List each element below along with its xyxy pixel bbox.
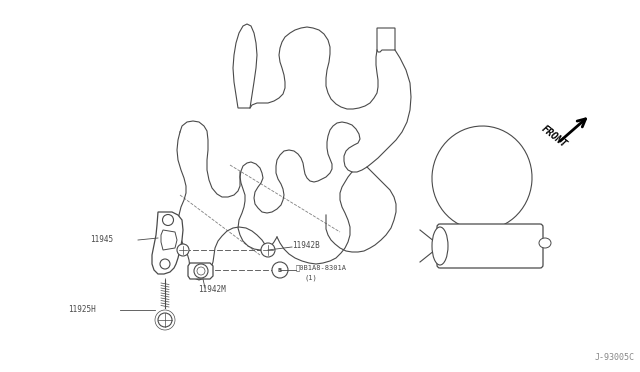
FancyBboxPatch shape xyxy=(437,224,543,268)
Ellipse shape xyxy=(432,227,448,265)
Text: 11925H: 11925H xyxy=(68,305,96,314)
Circle shape xyxy=(155,310,175,330)
Text: 11942B: 11942B xyxy=(292,241,320,250)
Circle shape xyxy=(194,264,208,278)
Circle shape xyxy=(158,313,172,327)
Circle shape xyxy=(261,243,275,257)
Text: 11945: 11945 xyxy=(90,235,113,244)
Text: (1): (1) xyxy=(305,275,317,281)
Text: FRONT: FRONT xyxy=(540,124,570,150)
Circle shape xyxy=(197,267,205,275)
Circle shape xyxy=(160,259,170,269)
Polygon shape xyxy=(152,212,183,274)
Text: J-93005C: J-93005C xyxy=(595,353,635,362)
Circle shape xyxy=(177,244,189,256)
Ellipse shape xyxy=(539,238,551,248)
Polygon shape xyxy=(377,28,395,52)
Text: B: B xyxy=(278,267,282,273)
Polygon shape xyxy=(188,263,213,279)
Circle shape xyxy=(272,262,288,278)
Text: Ⓑ0B1A8-8301A: Ⓑ0B1A8-8301A xyxy=(296,265,347,271)
Circle shape xyxy=(163,215,173,225)
Polygon shape xyxy=(161,230,177,250)
Ellipse shape xyxy=(449,143,515,213)
Polygon shape xyxy=(233,24,257,108)
Ellipse shape xyxy=(432,126,532,230)
Ellipse shape xyxy=(434,128,530,228)
Text: 11942M: 11942M xyxy=(198,285,226,295)
